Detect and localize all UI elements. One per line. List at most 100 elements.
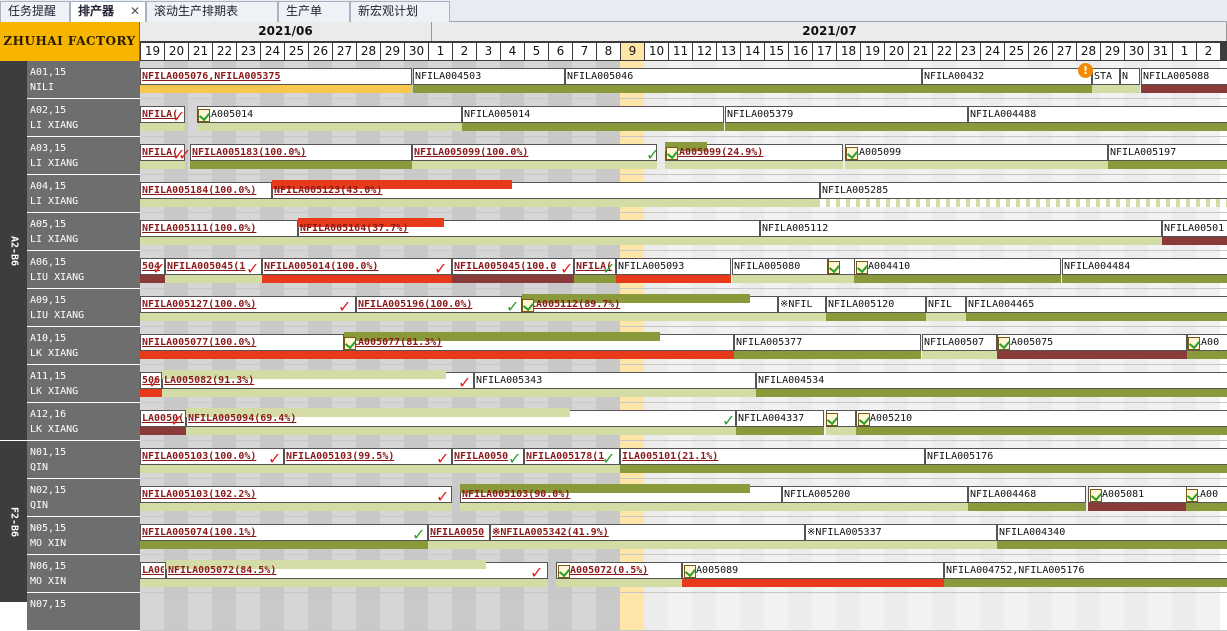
order-bar[interactable]: NFILA005379 [725, 106, 968, 131]
order-bar[interactable]: NFILA005046 [565, 68, 922, 93]
order-bar[interactable]: NFILA005120 [826, 296, 926, 321]
day-cell: 28 [1077, 43, 1100, 60]
order-bar[interactable]: NFILA005176 [925, 448, 1227, 473]
line-code: A02,15 [30, 105, 67, 116]
order-bar[interactable]: ILA005014 [197, 106, 462, 131]
order-bar[interactable]: NFILA005184(100.0%) [140, 182, 272, 207]
order-bar[interactable]: NFILA005094(69.4%) [186, 408, 736, 435]
order-bar[interactable]: NFILA004752,NFILA005176 [944, 562, 1227, 587]
order-bar[interactable]: ILA005099 [845, 144, 1108, 169]
timeline: NFILA005076,NFILA005375 NFILA004503 NFILA0… [140, 61, 1227, 99]
order-bar[interactable]: NFILA005111(100.0%) [140, 220, 298, 245]
order-bar[interactable]: ILA005072(0.5%) [556, 562, 682, 587]
order-bar[interactable]: NFILA( [140, 144, 185, 169]
order-bar[interactable]: ILA005081 [1088, 486, 1188, 511]
order-bar[interactable]: ILA004410 [854, 258, 1061, 283]
line-owner: LIU XIANG [30, 310, 85, 321]
order-bar[interactable]: LA005 [140, 562, 166, 587]
tab-2[interactable]: 滚动生产排期表 [146, 1, 278, 22]
tab-0[interactable]: 任务提醒 [0, 1, 70, 22]
order-bar[interactable]: NFILA005072(84.5%) [166, 560, 548, 587]
order-bar[interactable]: NFILA004503 [413, 68, 565, 93]
order-bar[interactable]: NFILA005178(1 [524, 448, 620, 473]
order-bar[interactable]: NFILA005099(100.0%) [412, 144, 657, 169]
order-bar[interactable]: ILA005075 [997, 334, 1187, 359]
order-bar[interactable]: NFILA005103(100.0%) [140, 448, 284, 473]
order-bar[interactable]: ILA005101(21.1%) [620, 448, 925, 473]
day-column [1148, 593, 1172, 630]
order-bar[interactable]: NFILA005076,NFILA005375 [140, 68, 412, 93]
order-box [1141, 68, 1227, 85]
order-box [452, 258, 574, 275]
order-bar[interactable]: ※NFILA005342(41.9%) [490, 524, 805, 549]
order-label: ILA005210 [858, 413, 913, 424]
day-column [812, 593, 836, 630]
order-bar[interactable]: NFILA005088 [1141, 68, 1227, 93]
order-bar[interactable]: NFIL [926, 296, 966, 321]
order-bar[interactable]: NFILA005014(100.0%) [262, 258, 452, 283]
order-bar[interactable]: NFILA00432 [922, 68, 1092, 93]
order-bar[interactable]: NFILA005127(100.0%) [140, 296, 356, 321]
order-bar[interactable]: NFILA005285 [820, 182, 1227, 207]
order-bar[interactable]: LA0050( [140, 410, 186, 435]
tab-1[interactable]: 排产器 ✕ [70, 1, 146, 22]
order-bar[interactable]: NFILA005077(100.0%) [140, 334, 344, 359]
order-bar[interactable]: NFILA005045(1 [165, 258, 262, 283]
order-bar[interactable]: NFILA005093 [616, 258, 731, 283]
order-bar[interactable]: NFILA004337 [736, 410, 824, 435]
order-bar[interactable]: ILA005112(89.7%) [522, 294, 778, 321]
order-track [356, 313, 522, 321]
day-cell: 26 [309, 43, 332, 60]
order-bar[interactable]: NFILA005200 [782, 486, 968, 511]
order-bar[interactable]: NFILA004484 [1062, 258, 1227, 283]
order-bar[interactable]: NFILA005164(37.7%) [298, 218, 760, 245]
order-label: NFILA004488 [970, 109, 1037, 120]
order-bar[interactable]: NFILA005103(90.0%) [460, 484, 782, 511]
order-bar[interactable]: NFILA005343 [474, 372, 756, 397]
order-bar[interactable]: NFILA( [574, 258, 616, 283]
order-bar[interactable]: NFILA005183(100.0%) [190, 144, 412, 169]
order-box [856, 410, 1227, 427]
order-bar[interactable]: 506 [140, 372, 162, 397]
order-bar[interactable]: NFILA005112 [760, 220, 1162, 245]
order-bar[interactable]: ILA005089 [682, 562, 944, 587]
order-bar[interactable]: NFILA004488 [968, 106, 1227, 131]
order-bar[interactable]: ※NFIL [778, 296, 826, 321]
order-bar[interactable]: NFILA005197 [1108, 144, 1227, 169]
tab-4[interactable]: 新宏观计划 [350, 1, 450, 22]
order-progress [298, 218, 444, 227]
close-icon[interactable]: ✕ [129, 4, 140, 18]
order-bar[interactable]: NFILA004468 [968, 486, 1086, 511]
order-bar[interactable]: NFILA00501 [1162, 220, 1227, 245]
order-bar[interactable]: NFILA004534 [756, 372, 1227, 397]
day-column [740, 593, 764, 630]
order-bar[interactable]: NFILA005080 [732, 258, 828, 283]
day-cell: 29 [1101, 43, 1124, 60]
order-bar[interactable]: ※NFILA005337 [805, 524, 997, 549]
order-bar[interactable]: NFILA0050 [428, 524, 490, 549]
order-bar[interactable]: NFILA005074(100.1%) [140, 524, 428, 549]
order-bar[interactable]: LA005082(91.3%) [162, 370, 474, 397]
day-cell: 24 [981, 43, 1004, 60]
order-bar[interactable]: ILA005077(81.3%) [344, 332, 734, 359]
order-bar[interactable]: NFILA005123(43.0%) [272, 180, 820, 207]
order-bar[interactable]: NFILA004340 [997, 524, 1227, 549]
line-owner: QIN [30, 500, 49, 511]
order-bar[interactable]: 504 [140, 258, 165, 283]
order-bar[interactable]: NFILA0050 [452, 448, 524, 473]
order-bar[interactable]: N [1120, 68, 1140, 93]
order-bar[interactable]: NFILA005045(100.0 [452, 258, 574, 283]
order-bar[interactable]: NFILA005377 [734, 334, 921, 359]
order-bar[interactable]: ILA005099(24.9%) [665, 142, 843, 169]
order-bar[interactable]: STA [1092, 68, 1120, 93]
order-bar[interactable]: NFILA00507 [922, 334, 997, 359]
tab-3[interactable]: 生产单 [278, 1, 350, 22]
order-bar[interactable]: NFILA005103(102.2%) [140, 486, 452, 511]
order-bar[interactable]: NFILA( [140, 106, 185, 131]
order-bar[interactable]: NFILA005196(100.0%) [356, 296, 522, 321]
order-bar[interactable]: NFILA005014 [462, 106, 724, 131]
order-bar[interactable]: NFILA004465 [966, 296, 1227, 321]
order-bar[interactable]: NFILA005103(99.5%) [284, 448, 452, 473]
day-column [380, 593, 404, 630]
order-bar[interactable]: ILA005210 [856, 410, 1227, 435]
